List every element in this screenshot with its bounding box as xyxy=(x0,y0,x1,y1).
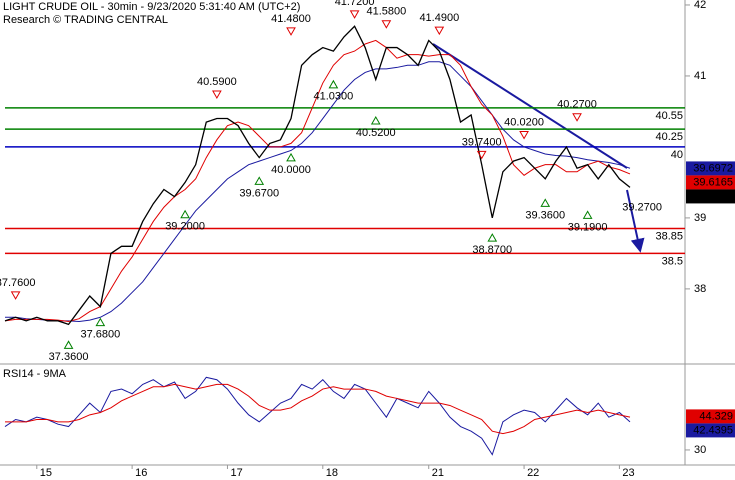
low-marker xyxy=(180,209,190,219)
high-label: 40.5900 xyxy=(197,76,237,88)
rsi-tick-label: 30 xyxy=(694,444,706,456)
high-marker xyxy=(381,20,392,29)
high-marker xyxy=(519,131,529,140)
level-label: 40.55 xyxy=(655,110,683,122)
high-label: 41.4800 xyxy=(271,13,311,25)
low-marker xyxy=(540,198,551,207)
x-tick-label: 22 xyxy=(527,467,539,479)
x-tick-label: 17 xyxy=(230,467,242,479)
level-label: 40 xyxy=(671,149,683,161)
last-value-tag xyxy=(686,189,735,204)
low-marker xyxy=(63,340,74,349)
last-value-label: 39.43 xyxy=(705,190,733,202)
rsi-title: RSI14 - 9MA xyxy=(3,368,67,380)
target-label: 39.2700 xyxy=(622,202,662,214)
y-tick-label: 39 xyxy=(694,212,706,224)
low-label: 39.2000 xyxy=(165,221,205,233)
low-label: 41.0300 xyxy=(314,91,354,103)
low-label: 37.6800 xyxy=(80,329,120,341)
low-label: 39.3600 xyxy=(525,209,565,221)
rsi-line xyxy=(5,383,631,435)
low-marker xyxy=(95,317,106,327)
x-tick-label: 16 xyxy=(135,467,147,479)
high-marker xyxy=(349,10,360,19)
y-tick-label: 42 xyxy=(694,0,706,11)
last-value-tag xyxy=(686,423,735,438)
x-tick-label: 18 xyxy=(326,467,338,479)
low-marker xyxy=(487,233,498,242)
high-label: 40.0200 xyxy=(504,116,544,128)
high-marker xyxy=(10,291,21,300)
high-label: 41.5800 xyxy=(366,6,406,18)
low-marker xyxy=(370,116,381,125)
level-label: 38.5 xyxy=(662,255,683,267)
high-label: 40.2700 xyxy=(557,99,597,111)
high-label: 37.7600 xyxy=(0,277,35,289)
rsi-line xyxy=(4,376,631,456)
chart-title: LIGHT CRUDE OIL - 30min - 9/23/2020 5:31… xyxy=(3,1,300,13)
high-marker xyxy=(434,26,445,36)
low-label: 40.5200 xyxy=(356,127,396,139)
x-tick-label: 15 xyxy=(40,467,52,479)
high-marker xyxy=(476,150,487,160)
low-marker xyxy=(328,79,339,89)
low-label: 39.6700 xyxy=(239,187,279,199)
low-marker xyxy=(286,152,296,162)
price-line xyxy=(4,25,631,326)
high-label: 39.7400 xyxy=(462,136,502,148)
high-label: 41.4900 xyxy=(419,12,459,24)
x-tick-label: 21 xyxy=(432,467,444,479)
level-label: 38.85 xyxy=(655,230,683,242)
last-value-label: 42.4395 xyxy=(693,424,733,436)
chart-subtitle: Research © TRADING CENTRAL xyxy=(3,14,168,26)
ma-line xyxy=(4,39,631,323)
low-label: 37.3600 xyxy=(49,351,89,363)
high-marker xyxy=(212,90,222,100)
last-value-tag xyxy=(686,161,735,176)
projection-arrow xyxy=(626,189,645,253)
last-value-label: 39.6165 xyxy=(693,176,733,188)
low-label: 40.0000 xyxy=(271,164,311,176)
low-label: 39.1900 xyxy=(568,221,608,233)
y-tick-label: 38 xyxy=(694,283,706,295)
last-value-label: 44.329 xyxy=(699,410,733,422)
low-label: 38.8700 xyxy=(472,244,512,256)
low-marker xyxy=(254,176,265,185)
last-value-tag xyxy=(686,175,735,190)
high-label: 41.7200 xyxy=(335,0,375,8)
last-value-tag xyxy=(686,409,735,424)
last-value-label: 39.6972 xyxy=(693,162,733,174)
high-marker xyxy=(286,27,296,36)
low-marker xyxy=(582,210,593,219)
high-marker xyxy=(572,113,582,122)
y-tick-label: 41 xyxy=(694,70,706,82)
ma-line xyxy=(5,61,631,323)
level-label: 40.25 xyxy=(655,131,683,143)
x-tick-label: 23 xyxy=(622,467,634,479)
